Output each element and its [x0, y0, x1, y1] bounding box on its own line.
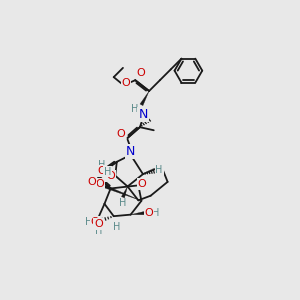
Text: H: H — [119, 198, 127, 208]
Text: H: H — [98, 160, 105, 170]
Text: H: H — [155, 165, 163, 175]
Polygon shape — [131, 212, 145, 215]
Text: O: O — [94, 219, 103, 229]
Text: N: N — [138, 108, 148, 121]
Text: O: O — [106, 171, 115, 181]
Text: O: O — [97, 166, 106, 176]
Text: O: O — [138, 179, 147, 189]
Text: O: O — [136, 68, 145, 78]
Text: H: H — [113, 222, 121, 232]
Text: O: O — [95, 179, 104, 189]
Text: H: H — [94, 226, 102, 236]
Text: N: N — [126, 145, 135, 158]
Text: H: H — [85, 217, 93, 227]
Text: O: O — [116, 129, 125, 139]
Text: H: H — [152, 208, 159, 218]
Polygon shape — [122, 187, 128, 198]
Text: O: O — [88, 176, 97, 187]
Text: O: O — [145, 208, 154, 218]
Polygon shape — [96, 182, 141, 201]
Text: H: H — [131, 104, 138, 115]
Text: O: O — [91, 217, 100, 227]
Text: O: O — [122, 78, 130, 88]
Polygon shape — [140, 91, 149, 106]
Text: H: H — [104, 167, 111, 176]
